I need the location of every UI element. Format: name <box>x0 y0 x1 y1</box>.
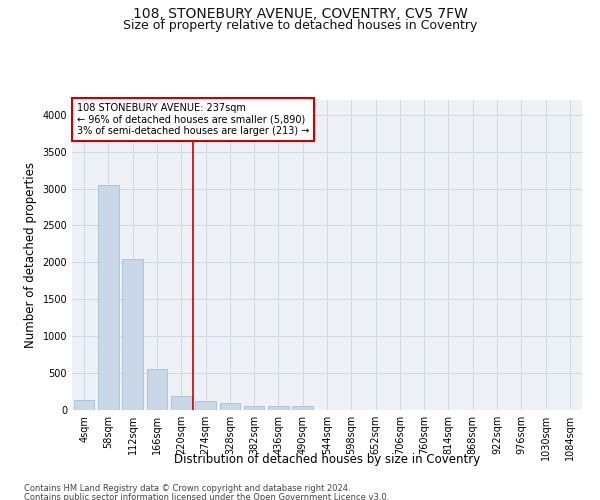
Text: 108 STONEBURY AVENUE: 237sqm
← 96% of detached houses are smaller (5,890)
3% of : 108 STONEBURY AVENUE: 237sqm ← 96% of de… <box>77 103 310 136</box>
Text: 108, STONEBURY AVENUE, COVENTRY, CV5 7FW: 108, STONEBURY AVENUE, COVENTRY, CV5 7FW <box>133 8 467 22</box>
Bar <box>122 258 143 410</box>
Bar <box>244 406 265 410</box>
Bar <box>98 185 119 410</box>
Bar <box>220 402 240 410</box>
Text: Distribution of detached houses by size in Coventry: Distribution of detached houses by size … <box>174 452 480 466</box>
Bar <box>171 396 191 410</box>
Text: Contains HM Land Registry data © Crown copyright and database right 2024.: Contains HM Land Registry data © Crown c… <box>24 484 350 493</box>
Bar <box>146 370 167 410</box>
Text: Size of property relative to detached houses in Coventry: Size of property relative to detached ho… <box>123 18 477 32</box>
Text: Contains public sector information licensed under the Open Government Licence v3: Contains public sector information licen… <box>24 492 389 500</box>
Bar <box>268 406 289 410</box>
Bar <box>195 401 216 410</box>
Bar <box>292 406 313 410</box>
Bar <box>74 400 94 410</box>
Y-axis label: Number of detached properties: Number of detached properties <box>24 162 37 348</box>
